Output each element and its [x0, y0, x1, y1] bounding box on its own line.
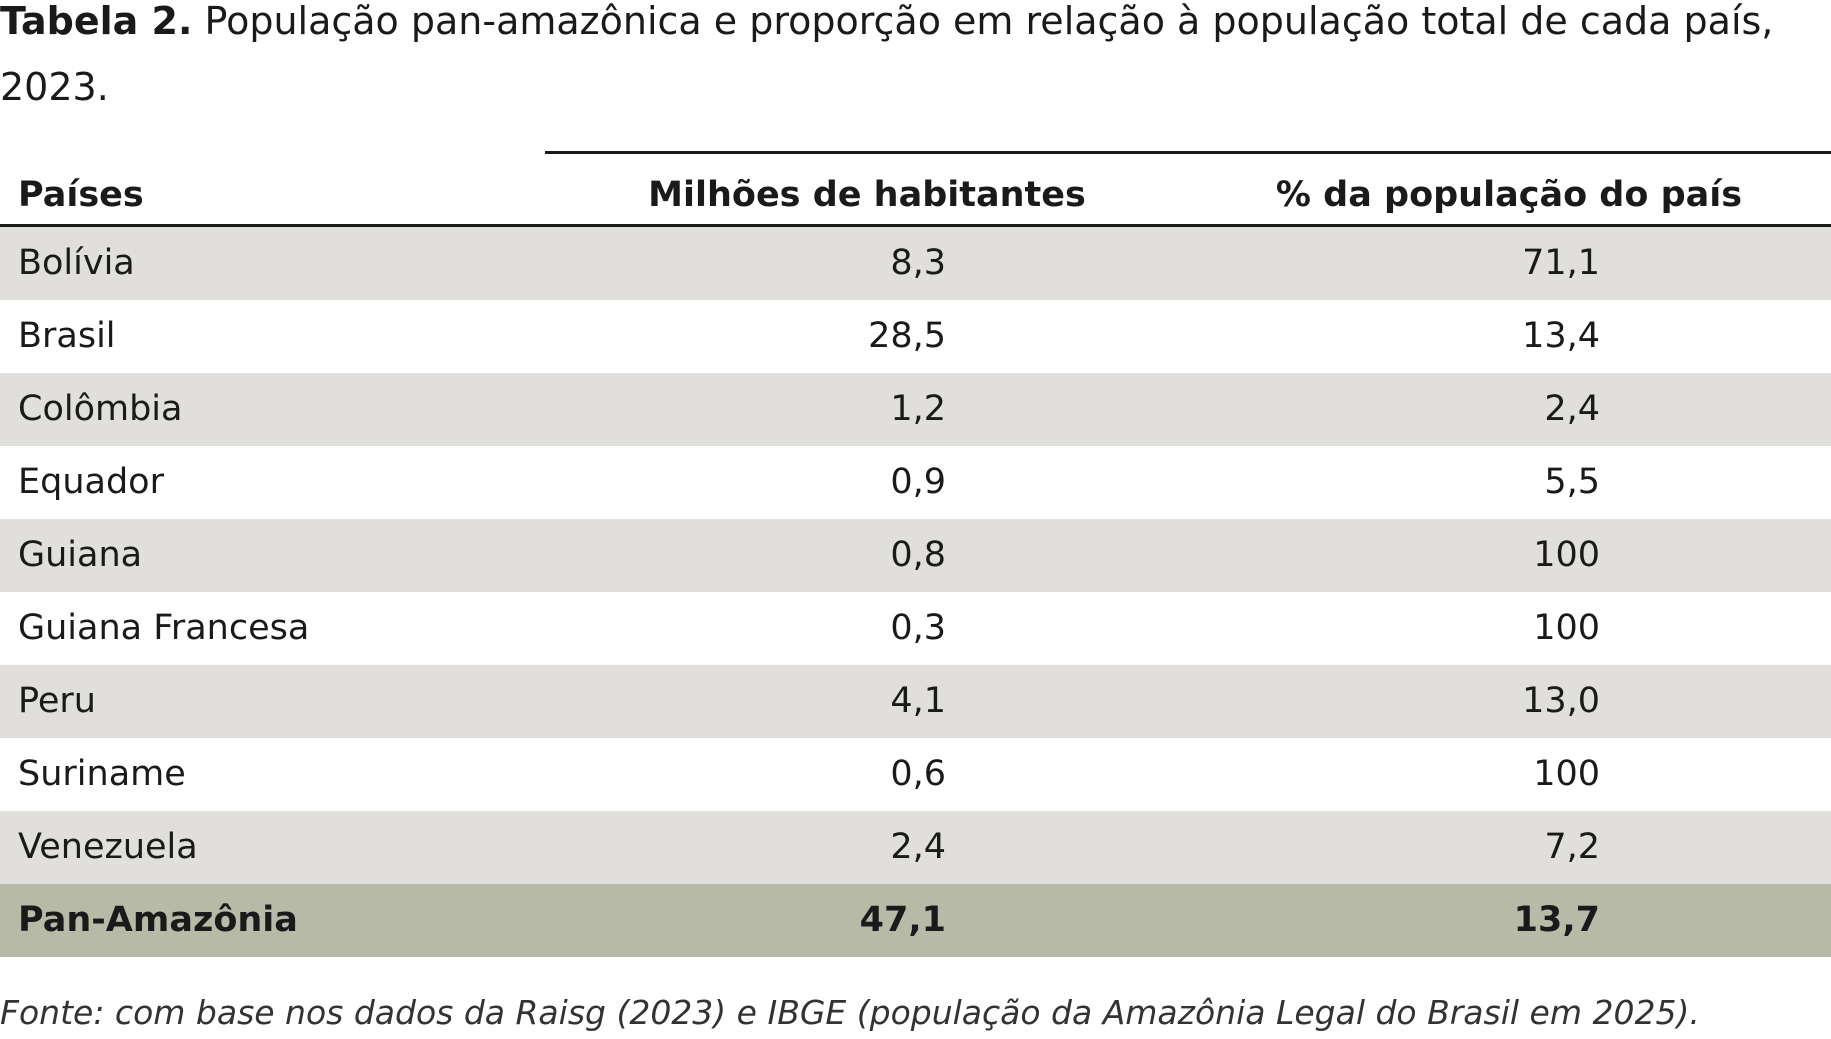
- top-rule: [545, 151, 1831, 154]
- country-cell: Colômbia: [18, 389, 183, 429]
- header-cell: % da população do país: [1275, 175, 1743, 215]
- value-cell: 2,4: [890, 827, 946, 867]
- country-cell: Pan-Amazônia: [18, 900, 298, 940]
- caption: Tabela 2. População pan-amazônica e prop…: [0, 0, 1800, 120]
- country-cell: Guiana Francesa: [18, 608, 310, 648]
- value-cell: 13,7: [1513, 900, 1600, 940]
- value-cell: 4,1: [890, 681, 946, 721]
- country-cell: Suriname: [18, 754, 186, 794]
- country-cell: Venezuela: [18, 827, 198, 867]
- value-cell: 2,4: [1544, 389, 1600, 429]
- caption-label: Tabela 2.: [0, 0, 193, 43]
- value-cell: 8,3: [890, 243, 946, 283]
- country-cell: Equador: [18, 462, 164, 502]
- country-cell: Peru: [18, 681, 96, 721]
- value-cell: 0,9: [890, 462, 946, 502]
- value-cell: 0,3: [890, 608, 946, 648]
- table-row: Suriname 0,6 100: [0, 738, 1831, 811]
- table-row: Brasil 28,5 13,4: [0, 300, 1831, 373]
- header-cell: Países: [18, 175, 144, 215]
- value-cell: 28,5: [868, 316, 946, 356]
- table-row: Colômbia 1,2 2,4: [0, 373, 1831, 446]
- table-row: Peru 4,1 13,0: [0, 665, 1831, 738]
- value-cell: 1,2: [890, 389, 946, 429]
- value-cell: 7,2: [1544, 827, 1600, 867]
- header-cell: Milhões de habitantes: [648, 175, 1086, 215]
- table-row: Guiana 0,8 100: [0, 519, 1831, 592]
- value-cell: 47,1: [859, 900, 946, 940]
- value-cell: 13,0: [1522, 681, 1600, 721]
- value-cell: 100: [1533, 608, 1600, 648]
- table-row: Guiana Francesa 0,3 100: [0, 592, 1831, 665]
- table-row: Venezuela 2,4 7,2: [0, 811, 1831, 884]
- value-cell: 100: [1533, 754, 1600, 794]
- table-row: Bolívia 8,3 71,1: [0, 227, 1831, 300]
- value-cell: 100: [1533, 535, 1600, 575]
- value-cell: 0,8: [890, 535, 946, 575]
- value-cell: 0,6: [890, 754, 946, 794]
- source: Fonte: com base nos dados da Raisg (2023…: [0, 993, 1700, 1032]
- caption-text: População pan-amazônica e proporção em r…: [0, 0, 1774, 109]
- value-cell: 5,5: [1544, 462, 1600, 502]
- table-row: Pan-Amazônia 47,1 13,7: [0, 884, 1831, 957]
- table-row: Equador 0,9 5,5: [0, 446, 1831, 519]
- country-cell: Guiana: [18, 535, 143, 575]
- country-cell: Brasil: [18, 316, 116, 356]
- header-rule: [0, 224, 1831, 227]
- value-cell: 13,4: [1522, 316, 1600, 356]
- country-cell: Bolívia: [18, 243, 135, 283]
- value-cell: 71,1: [1522, 243, 1600, 283]
